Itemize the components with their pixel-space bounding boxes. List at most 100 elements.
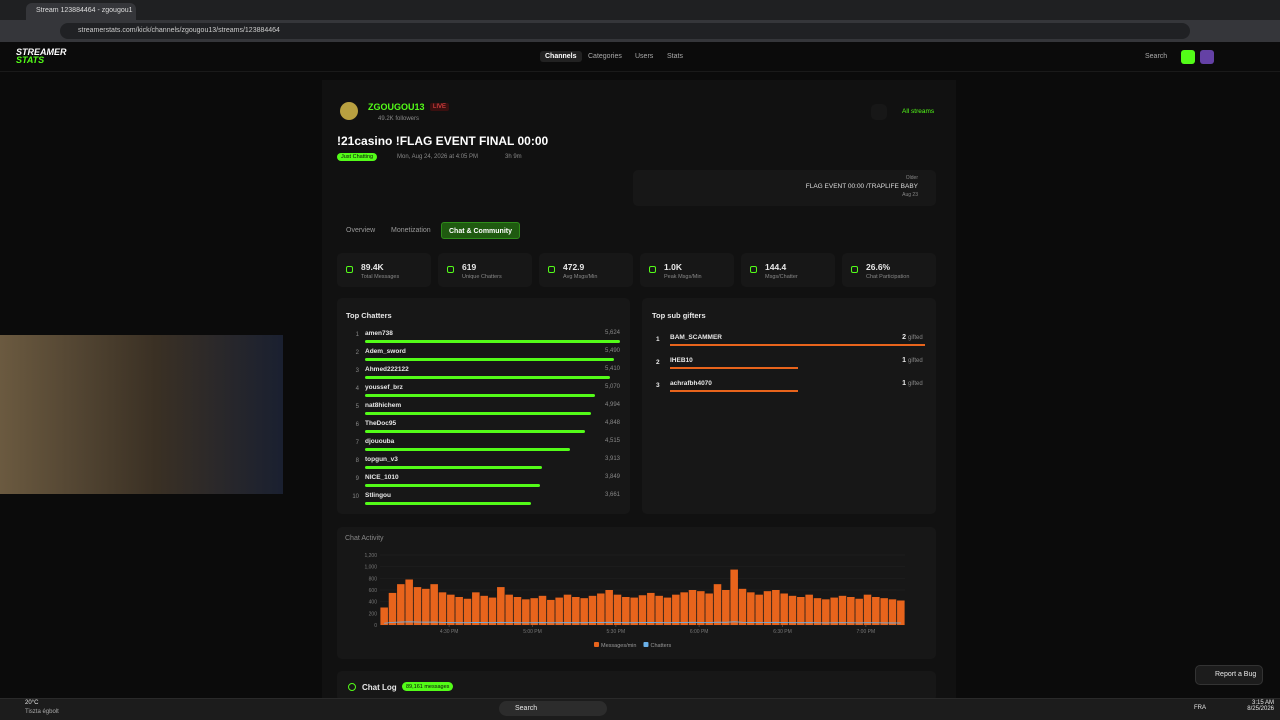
chatter-name[interactable]: topgun_v3 — [365, 456, 398, 463]
activity-bar — [705, 593, 713, 625]
chatter-name[interactable]: Stlingou — [365, 492, 391, 499]
browser-tab-strip — [0, 0, 1280, 20]
legend-label: Chatters — [650, 643, 671, 649]
all-streams-link[interactable]: All streams — [902, 108, 935, 115]
activity-bar — [497, 587, 505, 625]
chatter-name[interactable]: nat8hichem — [365, 402, 402, 409]
stat-icon — [548, 266, 555, 273]
gifter-name[interactable]: IHEB10 — [670, 357, 693, 364]
tab[interactable]: Monetization — [391, 227, 431, 234]
message-bar — [365, 376, 611, 379]
activity-bar — [472, 592, 480, 625]
nav-link[interactable]: Stats — [667, 53, 683, 60]
activity-bar — [463, 598, 472, 625]
activity-bar — [597, 593, 605, 625]
message-bar — [365, 484, 540, 487]
message-bar — [365, 430, 585, 433]
gifter-name[interactable]: achrafbh4070 — [670, 380, 712, 387]
activity-bar — [722, 590, 730, 625]
rank: 7 — [355, 440, 359, 446]
y-tick-label: 200 — [369, 611, 378, 617]
y-tick-label: 600 — [369, 588, 378, 594]
temperature: 20°C — [25, 700, 39, 706]
category-badge[interactable]: Just Chatting — [337, 153, 378, 161]
report-bug-button[interactable]: Report a Bug — [1195, 665, 1263, 685]
activity-bar — [880, 598, 888, 625]
activity-bar — [405, 579, 413, 625]
activity-bar — [888, 599, 897, 625]
sub-gifters-card: Top sub gifters — [642, 298, 936, 514]
y-tick-label: 1,200 — [364, 553, 377, 559]
nav-link[interactable]: Channels — [540, 51, 582, 62]
browser-tab[interactable]: Stream 123884464 - zgougou1 — [26, 3, 136, 20]
activity-bar — [513, 597, 522, 625]
chatter-name[interactable]: djououba — [365, 438, 395, 445]
chatter-name[interactable]: Adem_sword — [365, 348, 406, 355]
live-badge: LIVE — [430, 103, 450, 111]
clock[interactable]: 3:15 AM 8/25/2026 — [1244, 700, 1274, 712]
message-bar — [365, 394, 595, 397]
message-count: 5,490 — [604, 348, 620, 354]
legend-label: Messages/min — [601, 643, 636, 649]
activity-bar — [555, 597, 563, 625]
rank: 2 — [656, 359, 660, 366]
language[interactable]: FRA — [1194, 705, 1206, 711]
chatter-name[interactable]: NICE_1010 — [365, 474, 399, 481]
date: 8/25/2026 — [1247, 706, 1274, 712]
rank: 4 — [355, 386, 359, 392]
twitch-icon[interactable] — [1200, 50, 1214, 64]
message-bar — [365, 448, 570, 451]
chart-title: Chat Activity — [345, 535, 384, 542]
older-stream-card[interactable]: Older FLAG EVENT 00:00 /TRAPLIFE BABY Au… — [633, 170, 936, 206]
taskbar-search[interactable]: Search — [499, 701, 607, 716]
chatter-name[interactable]: TheDoc95 — [365, 420, 397, 427]
nav-link[interactable]: Categories — [588, 53, 622, 60]
y-tick-label: 0 — [374, 623, 377, 629]
activity-bar — [805, 594, 813, 625]
chatter-name[interactable]: youssef_brz — [365, 384, 403, 391]
tab[interactable]: Overview — [346, 227, 376, 234]
chat-activity-chart: Chat Activity 0 200 400 600 800 1,000 1,200 4:3… — [345, 535, 905, 649]
gifter-name[interactable]: BAM_SCAMMER — [670, 334, 722, 341]
stat-value: 472.9 — [563, 262, 585, 272]
activity-bar — [672, 594, 680, 625]
y-tick-label: 800 — [369, 576, 378, 582]
activity-bar — [638, 595, 647, 625]
logo-text: STREAMER — [16, 47, 67, 57]
x-tick-label: 7:00 PM — [857, 629, 876, 635]
activity-bar — [622, 597, 630, 625]
activity-bar — [680, 592, 688, 625]
legend-swatch — [643, 642, 649, 647]
activity-bar — [822, 599, 830, 625]
message-count: 4,515 — [604, 438, 620, 444]
logo[interactable]: STREAMER STATS — [16, 47, 67, 65]
x-tick-label: 5:00 PM — [523, 629, 542, 635]
message-count: 5,410 — [604, 366, 620, 372]
stat-icon — [649, 266, 656, 273]
activity-bar — [655, 595, 663, 625]
stat-label: Msgs/Chatter — [765, 274, 798, 280]
message-bar — [365, 340, 620, 343]
search-button[interactable]: Search — [1145, 53, 1168, 60]
address-bar[interactable]: streamerstats.com/kick/channels/zgougou1… — [60, 23, 1190, 39]
older-date: Aug 23 — [902, 192, 918, 198]
activity-bar — [630, 597, 638, 625]
y-tick-label: 400 — [369, 600, 378, 606]
kick-icon[interactable] — [1181, 50, 1195, 64]
tab[interactable]: Chat & Community — [441, 222, 520, 239]
chatter-name[interactable]: amen738 — [365, 330, 393, 337]
chat-log-badge: 89,161 messages — [402, 682, 454, 691]
channel-name[interactable]: ZGOUGOU13 — [368, 102, 425, 112]
rank: 5 — [355, 404, 359, 410]
activity-bar — [897, 600, 905, 625]
chat-icon — [348, 683, 356, 691]
nav-link[interactable]: Users — [635, 53, 654, 60]
activity-bar — [797, 597, 805, 625]
x-tick-label: 5:30 PM — [607, 629, 626, 635]
channel-avatar — [340, 102, 358, 120]
x-tick-label: 6:30 PM — [773, 629, 792, 635]
chatter-name[interactable]: Ahmed222122 — [365, 366, 409, 373]
icon-button[interactable] — [871, 104, 887, 120]
message-count: 3,913 — [604, 456, 620, 462]
